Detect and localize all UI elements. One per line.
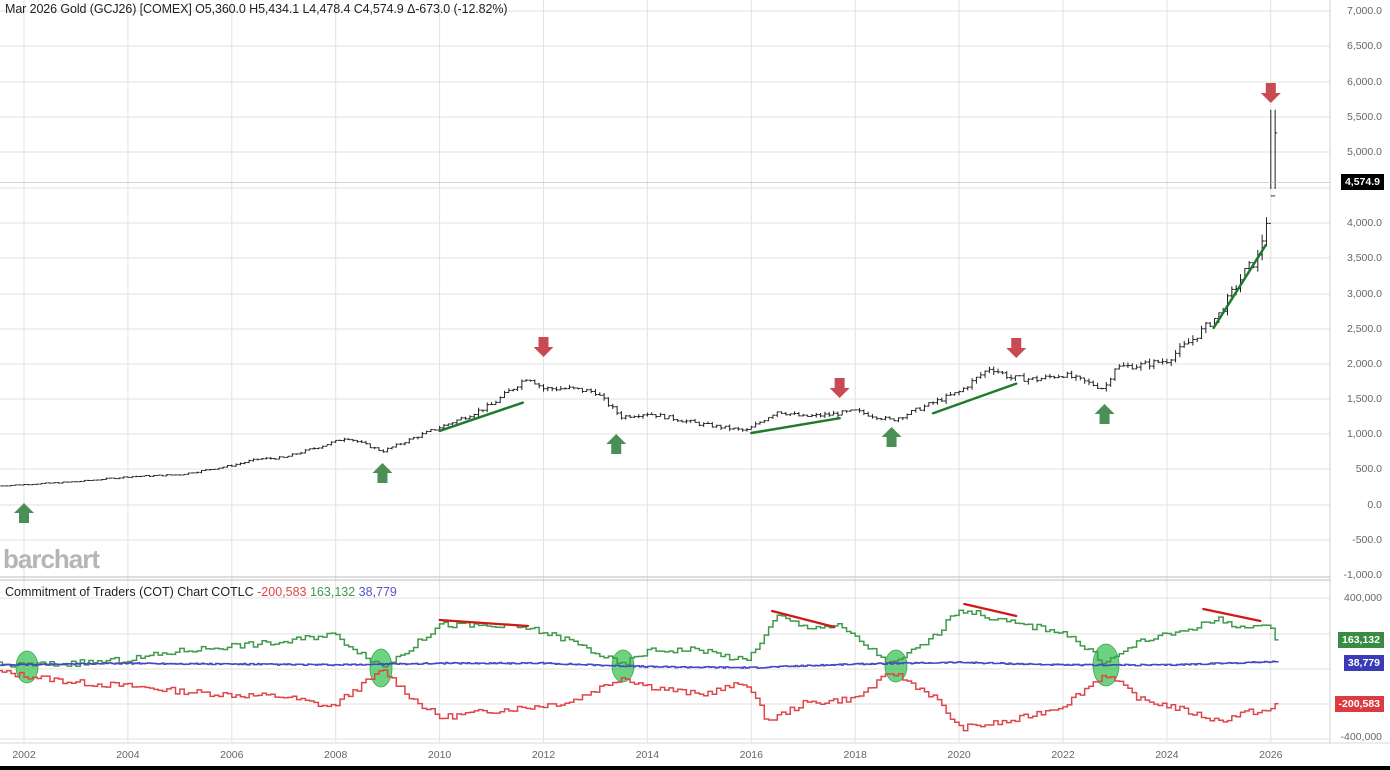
cot-axis-label: -400,000 (1340, 731, 1382, 743)
price-axis-label: -1,000.0 (1343, 569, 1382, 581)
cot-header: Commitment of Traders (COT) Chart COTLC … (5, 585, 397, 599)
open-value: O5,360.0 (195, 2, 246, 16)
up-arrow-icon (372, 463, 393, 483)
time-axis-label: 2012 (531, 749, 556, 761)
divergence-line (770, 609, 836, 629)
time-axis-label: 2016 (739, 749, 763, 761)
cot-large-specs-value: 163,132 (309, 585, 356, 599)
price-header: Mar 2026 Gold (GCJ26) [COMEX] O5,360.0 H… (5, 2, 508, 16)
price-axis-label: 1,500.0 (1346, 393, 1382, 405)
cot-commercials-value: -200,583 (257, 585, 307, 599)
time-axis-label: 2020 (947, 749, 971, 761)
down-arrow-icon (1006, 338, 1027, 358)
time-axis-label: 2002 (12, 749, 36, 761)
price-axis-label: -500.0 (1352, 534, 1382, 546)
change-value: Δ-673.0 (-12.82%) (407, 2, 508, 16)
price-axis-label: 4,000.0 (1346, 217, 1382, 229)
last-price-badge: 4,574.9 (1340, 174, 1384, 190)
time-axis-label: 2004 (116, 749, 140, 761)
barchart-watermark: barchart (3, 544, 100, 574)
price-axis-label: 6,500.0 (1346, 40, 1382, 52)
price-axis-label: 6,000.0 (1346, 76, 1382, 88)
price-axis-label: 3,000.0 (1346, 288, 1382, 300)
cot-line-small-speculators (0, 660, 1279, 669)
price-axis-label: 5,500.0 (1346, 111, 1382, 123)
divergence-line (438, 618, 530, 628)
trend-line (931, 382, 1018, 415)
price-axis-label: 2,500.0 (1346, 323, 1382, 335)
price-axis-label: 5,000.0 (1346, 146, 1382, 158)
time-axis-label: 2008 (324, 749, 348, 761)
highlight-ellipse (884, 649, 908, 683)
large-specs-badge: 163,132 (1338, 632, 1384, 648)
down-arrow-icon (533, 337, 554, 357)
up-arrow-icon (14, 503, 34, 523)
price-axis-label: 7,000.0 (1346, 5, 1382, 17)
price-axis-label: 3,500.0 (1346, 252, 1382, 264)
time-axis-label: 2014 (635, 749, 660, 761)
cot-line-commercials (0, 669, 1279, 732)
highlight-ellipse (15, 650, 39, 684)
time-axis-label: 2006 (220, 749, 244, 761)
trend-line (750, 416, 841, 435)
divergence-line (963, 602, 1018, 618)
down-arrow-icon (829, 378, 850, 398)
cot-axis-label: 400,000 (1344, 592, 1382, 604)
cot-title: Commitment of Traders (COT) Chart COTLC (5, 585, 254, 599)
time-axis-label: 2010 (427, 749, 452, 761)
low-value: L4,478.4 (302, 2, 351, 16)
small-specs-badge: 38,779 (1343, 655, 1384, 671)
highlight-ellipse (369, 648, 393, 688)
price-axis-label: 1,000.0 (1346, 428, 1382, 440)
cot-line-large-speculators (0, 609, 1279, 668)
down-arrow-icon (1260, 83, 1281, 103)
time-axis-label: 2026 (1259, 749, 1283, 761)
time-axis-label: 2022 (1051, 749, 1075, 761)
up-arrow-icon (881, 427, 902, 447)
up-arrow-icon (1094, 404, 1115, 424)
trend-line (1212, 244, 1267, 330)
price-axis-label: 0.0 (1367, 499, 1382, 511)
commercials-badge: -200,583 (1334, 696, 1384, 712)
close-value: C4,574.9 (353, 2, 404, 16)
time-axis-label: 2018 (843, 749, 867, 761)
price-bars (0, 109, 1278, 487)
time-axis-label: 2024 (1155, 749, 1179, 761)
cot-small-specs-value: 38,779 (358, 585, 397, 599)
high-value: H5,434.1 (249, 2, 300, 16)
trend-line (438, 401, 524, 433)
divergence-line (1202, 607, 1262, 623)
up-arrow-icon (606, 434, 627, 454)
price-axis-label: 500.0 (1355, 463, 1382, 475)
instrument-name: Mar 2026 Gold (GCJ26) [COMEX] (5, 2, 192, 16)
price-axis-label: 2,000.0 (1346, 358, 1382, 370)
